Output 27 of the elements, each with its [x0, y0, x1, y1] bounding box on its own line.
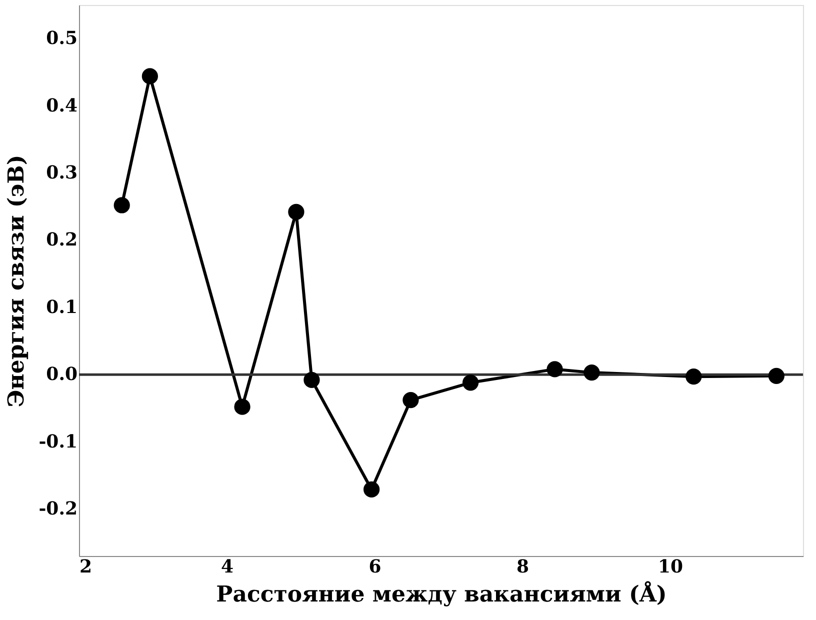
point [234, 398, 250, 415]
point [768, 368, 784, 384]
point [288, 204, 304, 220]
y-tick-label: -0.2 [38, 498, 78, 520]
point [363, 481, 380, 498]
point [546, 361, 563, 378]
point [142, 68, 158, 84]
y-tick-label: 0.0 [46, 364, 78, 386]
y-tick-label: 0.3 [46, 162, 78, 184]
x-axis-title: Расстояние между вакансиями (Å) [216, 580, 667, 608]
point [462, 374, 479, 391]
y-axis-title: Энергия связи (эВ) [4, 154, 30, 408]
y-tick-label: 0.1 [46, 296, 78, 318]
x-tick-label: 6 [368, 556, 382, 578]
x-tick-label: 2 [80, 556, 92, 578]
y-tick-label: 0.2 [46, 230, 78, 251]
y-tick-label: 0.5 [46, 28, 78, 50]
point [114, 197, 130, 214]
point [304, 372, 320, 388]
x-tick-label: 8 [516, 556, 530, 578]
y-tick-label: -0.1 [38, 431, 78, 452]
x-tick-label: 10 [658, 556, 684, 578]
point [686, 368, 702, 385]
y-tick-label: 0.4 [46, 95, 78, 116]
point [584, 364, 600, 381]
x-tick-label: 4 [220, 556, 234, 578]
point [402, 392, 419, 408]
